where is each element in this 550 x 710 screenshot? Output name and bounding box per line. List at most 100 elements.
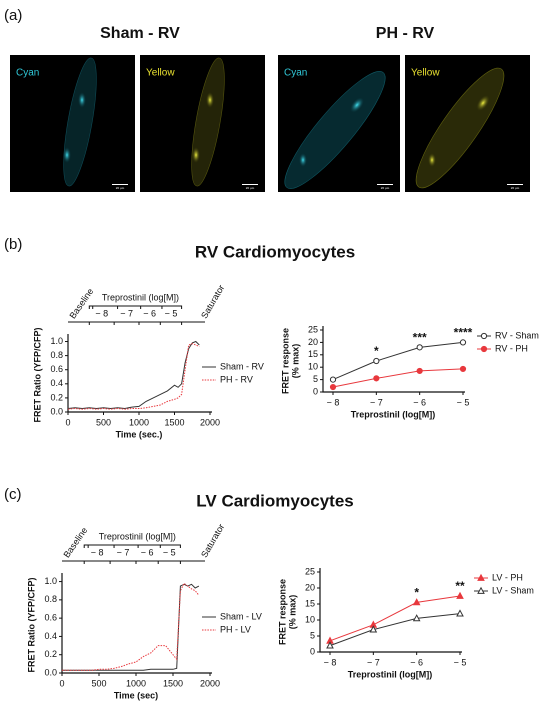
micrograph: Yellow 20 µm [405, 55, 530, 192]
legend-marker [480, 332, 488, 340]
y-tick-label: 20 [308, 337, 318, 347]
x-tick-label: − 7 [367, 657, 380, 667]
panel-label: (a) [4, 7, 22, 24]
x-tick-label: − 7 [370, 397, 383, 407]
y-tick-label: 0.8 [44, 594, 57, 604]
section-title: RV Cardiomyocytes [195, 242, 355, 261]
marker [412, 614, 421, 622]
x-tick-label: 500 [96, 417, 111, 427]
dose-label: − 7 [120, 308, 133, 318]
marker [416, 344, 423, 351]
panel-label: (b) [4, 236, 22, 253]
channel-label: Yellow [146, 68, 175, 79]
axis-line [319, 568, 462, 653]
dose-label: − 8 [95, 308, 108, 318]
legend-label: Sham - LV [220, 611, 262, 621]
scale-label: 20 µm [116, 186, 125, 190]
saturator-label: Saturator [199, 522, 226, 559]
chart: 0.0 0.2 0.4 0.6 0.8 1.0 0 500 1000 1500 2000 Time (… [26, 522, 261, 700]
y-tick-label: 25 [308, 324, 318, 334]
marker [373, 357, 380, 365]
micrograph: Cyan 20 µm [278, 55, 400, 192]
x-tick-label: − 8 [327, 397, 340, 407]
marker [412, 598, 421, 606]
y-axis-label: FRET response [280, 328, 290, 394]
y-tick-label: 0.2 [50, 392, 63, 402]
x-tick-label: 1500 [164, 417, 184, 427]
treatment-label: Treprostinil (log[M]) [99, 531, 176, 541]
y-tick-label: 25 [305, 566, 315, 576]
dose-label: − 8 [91, 547, 104, 557]
chart: 0.0 0.2 0.4 0.6 0.8 1.0 0 500 1000 1500 2000 Time (… [32, 283, 263, 439]
treatment-label: Treprostinil (log[M]) [102, 292, 179, 302]
legend-marker [477, 586, 485, 594]
x-tick-label: − 8 [324, 657, 337, 667]
marker [456, 609, 464, 617]
y-tick-label: 0 [313, 386, 318, 396]
y-axis-label: (% max) [290, 344, 300, 379]
y-tick-label: 15 [305, 598, 315, 608]
scale-label: 20 µm [511, 186, 520, 190]
legend-label: LV - Sham [492, 585, 534, 595]
y-tick-label: 1.0 [44, 576, 57, 586]
y-axis-label: FRET Ratio (YFP/CFP) [32, 328, 42, 423]
channel-label: Cyan [16, 68, 39, 79]
chart: 0 5 10 15 20 25 − 8 − 7 − 6 − 5 Treprostinil (log[… [277, 566, 533, 679]
baseline-label: Baseline [61, 525, 89, 559]
scale-label: 20 µm [381, 186, 390, 190]
dose-label: − 5 [163, 547, 176, 557]
micrograph: Yellow 20 µm [140, 55, 265, 192]
y-tick-label: 0.0 [50, 406, 63, 416]
data-line [332, 368, 464, 388]
marker [459, 365, 467, 373]
y-tick-label: 20 [305, 582, 315, 592]
legend-marker [480, 345, 488, 353]
y-tick-label: 10 [308, 362, 318, 372]
protocol-bracket [83, 544, 181, 548]
y-tick-label: 0.2 [44, 649, 57, 659]
y-axis-label: (% max) [287, 595, 297, 630]
data-line [329, 613, 461, 647]
x-tick-label: − 5 [457, 397, 470, 407]
x-tick-label: − 5 [454, 657, 467, 667]
y-tick-label: 0.4 [50, 378, 63, 388]
marker [456, 591, 464, 599]
legend-label: Sham - RV [220, 361, 264, 371]
marker [459, 339, 467, 346]
significance-label: **** [454, 326, 473, 340]
y-axis-label: FRET Ratio (YFP/CFP) [26, 578, 36, 673]
y-tick-label: 0.4 [44, 631, 57, 641]
legend-label: RV - Sham [495, 330, 539, 340]
x-tick-label: 500 [91, 678, 106, 688]
x-axis-label: Time (sec) [114, 690, 158, 700]
channel-label: Yellow [411, 68, 440, 79]
saturator-label: Saturator [199, 283, 226, 320]
y-tick-label: 0.0 [44, 667, 57, 677]
protocol-bracket [88, 305, 183, 309]
y-tick-label: 0.6 [44, 613, 57, 623]
chart: 0 5 10 15 20 25 − 8 − 7 − 6 − 5 Treprostinil (log[… [280, 324, 538, 419]
panel-label: (c) [4, 486, 22, 503]
x-axis-label: Treprostinil (log[M]) [348, 669, 433, 679]
significance-label: ** [455, 579, 465, 593]
data-line [67, 340, 200, 410]
x-axis-label: Treprostinil (log[M]) [351, 409, 436, 419]
axis-line [322, 326, 465, 393]
significance-label: *** [413, 331, 427, 345]
dose-label: − 6 [141, 547, 154, 557]
y-tick-label: 1.0 [50, 336, 63, 346]
x-tick-label: 2000 [200, 417, 220, 427]
marker [329, 376, 337, 383]
x-tick-label: 1000 [129, 417, 149, 427]
marker [416, 367, 423, 375]
section-title: LV Cardiomyocytes [196, 491, 353, 510]
legend-marker [477, 573, 485, 581]
y-tick-label: 0 [310, 646, 315, 656]
y-tick-label: 0.6 [50, 364, 63, 374]
x-tick-label: 2000 [200, 678, 220, 688]
y-axis-label: FRET response [277, 579, 287, 645]
data-line [62, 582, 200, 671]
channel-label: Cyan [284, 68, 307, 79]
baseline-label: Baseline [67, 286, 95, 320]
